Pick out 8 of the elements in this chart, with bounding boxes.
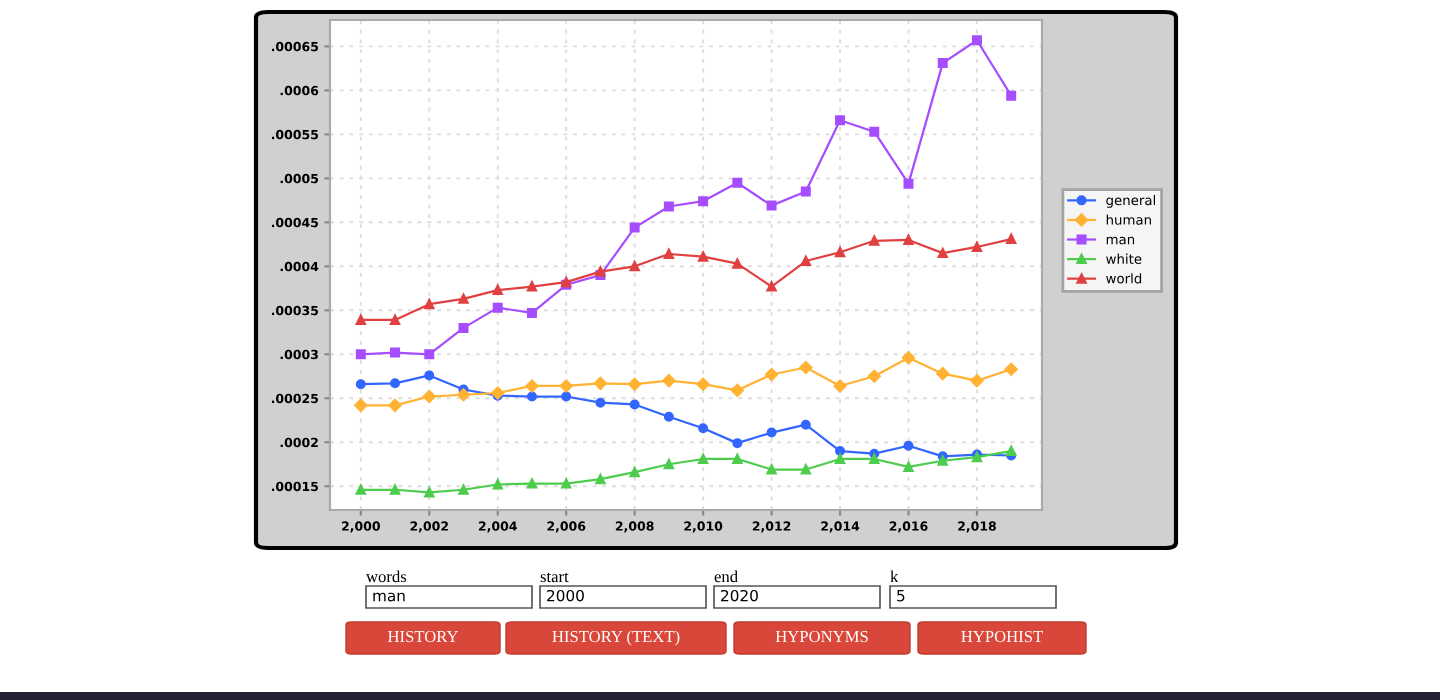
- text: start: [540, 572, 569, 583]
- text: end: [714, 570, 738, 583]
- text: k: [890, 570, 899, 583]
- text: HISTORY: [387, 630, 459, 643]
- text: HISTORY (TEXT): [552, 630, 680, 646]
- text: words: [366, 570, 407, 583]
- text: HYPONYMS: [775, 630, 868, 643]
- text: HYPOHIST: [961, 630, 1043, 643]
